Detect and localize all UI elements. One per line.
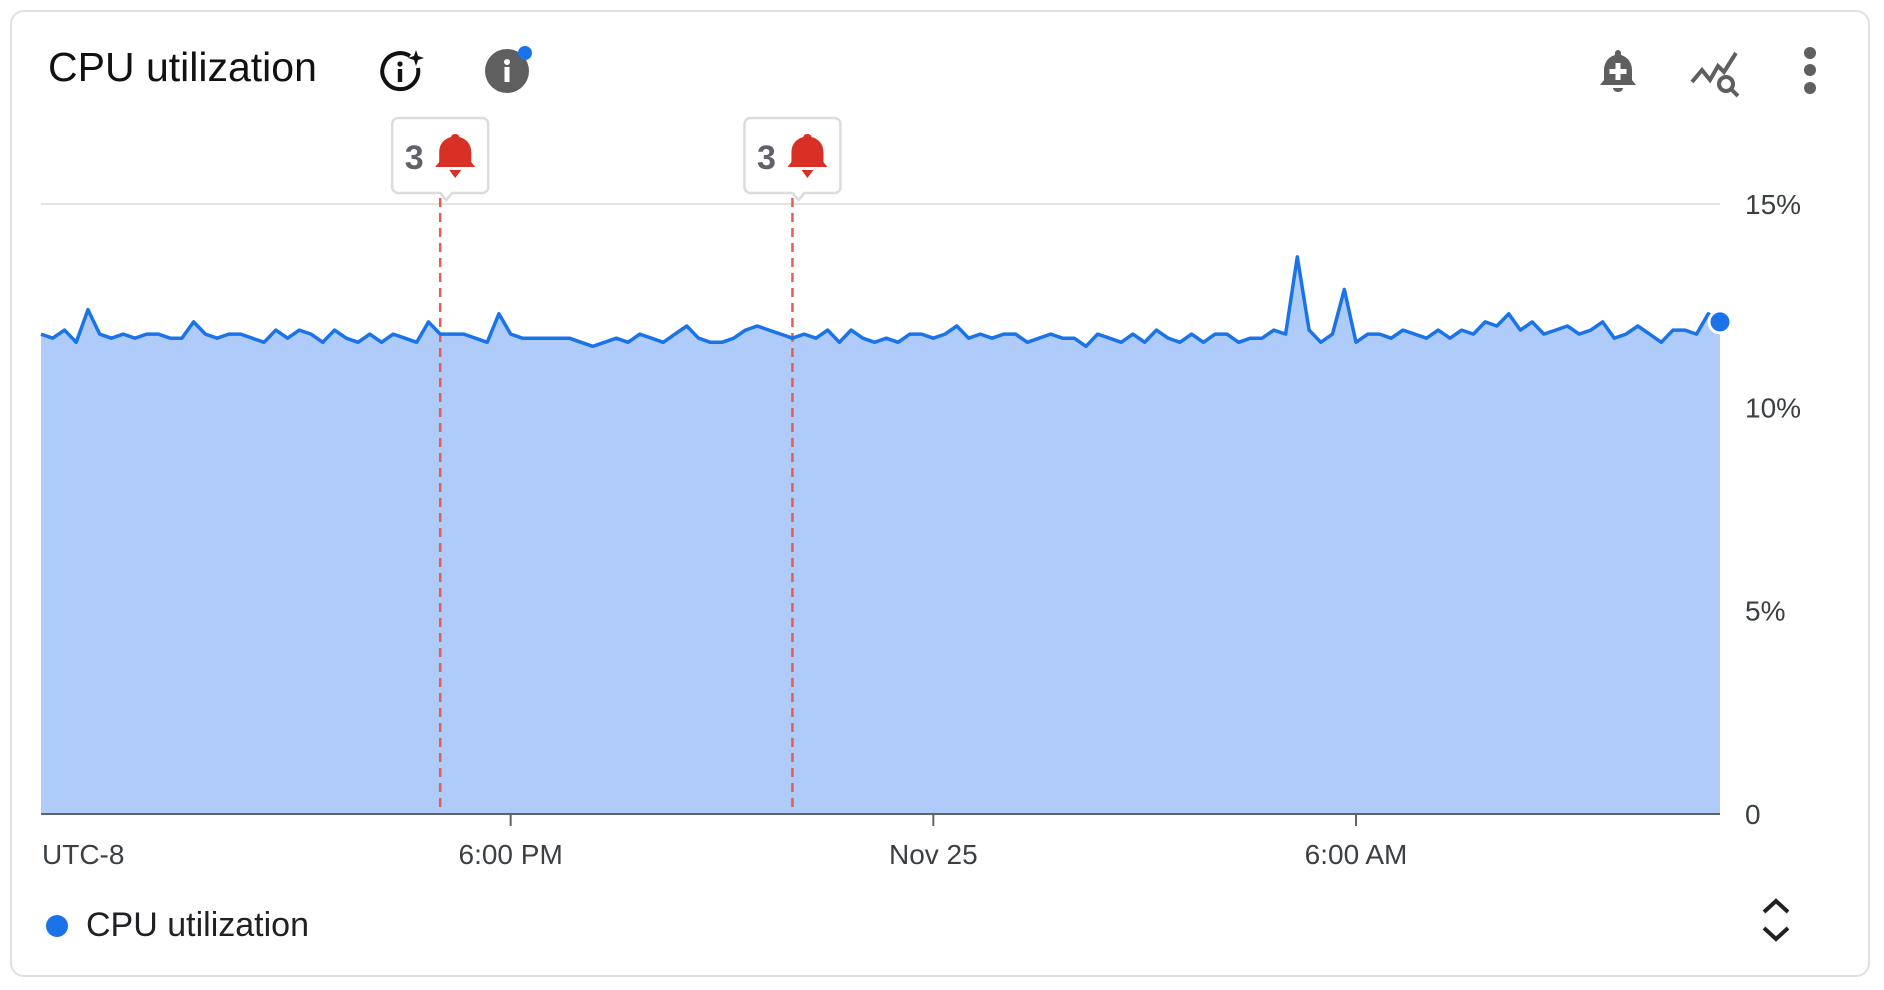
expand-collapse-icon[interactable] [1758,896,1794,944]
info-icon[interactable] [484,44,534,94]
series-area [41,256,1720,814]
legend-label: CPU utilization [86,906,309,944]
add-alert-bell-icon[interactable] [1594,46,1642,96]
ai-info-sparkle-icon[interactable] [376,46,426,96]
y-tick-label: 15% [1745,189,1801,220]
bell-alert-icon [435,134,476,178]
alert-count: 3 [405,139,424,177]
timezone-label: UTC-8 [42,839,124,870]
bell-alert-icon [787,134,828,178]
x-tick-label: Nov 25 [889,839,978,870]
x-tick-label: 6:00 PM [459,839,563,870]
x-tick-label: 6:00 AM [1305,839,1408,870]
legend-item[interactable]: CPU utilization [46,906,309,945]
info-badge-dot [518,46,532,60]
explore-chart-search-icon[interactable] [1690,50,1744,100]
chart-title: CPU utilization [48,44,317,90]
series-last-point[interactable] [1707,309,1733,335]
alert-count: 3 [757,139,776,177]
more-vert-icon[interactable] [1796,46,1824,96]
alert-badge[interactable]: 3 [743,116,842,202]
y-tick-label: 5% [1745,596,1785,627]
legend-color-dot [46,914,68,937]
y-tick-label: 0 [1745,799,1761,830]
alert-badge[interactable]: 3 [390,116,490,202]
series-line [40,255,1721,349]
y-tick-label: 10% [1745,392,1801,423]
chart-card [10,10,1870,977]
